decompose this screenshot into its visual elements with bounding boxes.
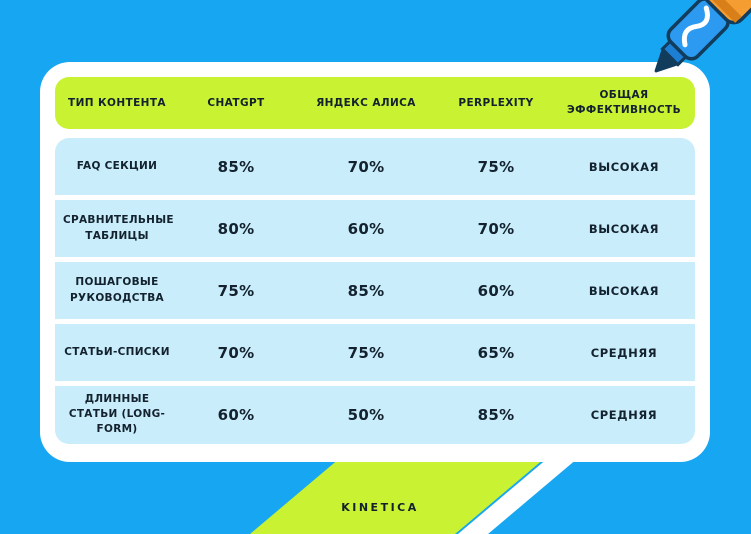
value-perplexity: 85% xyxy=(477,405,515,424)
value-chatgpt: 85% xyxy=(217,157,255,176)
value-yandex-alice: 60% xyxy=(347,219,385,238)
value-yandex-alice: 50% xyxy=(347,405,385,424)
row-label: СТАТЬИ-СПИСКИ xyxy=(64,345,170,358)
value-yandex-alice: 70% xyxy=(347,157,385,176)
value-effectiveness: СРЕДНЯЯ xyxy=(590,407,658,422)
row-label: ПОШАГОВЫЕ РУКОВОДСТВА xyxy=(70,276,164,304)
table-row: СРАВНИТЕЛЬНЫЕ ТАБЛИЦЫ 80% 60% 70% ВЫСОКА… xyxy=(55,195,695,257)
value-chatgpt: 75% xyxy=(217,281,255,300)
column-header-perplexity: PERPLEXITY xyxy=(458,96,534,109)
value-effectiveness: ВЫСОКАЯ xyxy=(588,283,660,298)
value-perplexity: 75% xyxy=(477,157,515,176)
brand-logo: KINETICA xyxy=(341,501,419,514)
value-chatgpt: 70% xyxy=(217,343,255,362)
value-yandex-alice: 75% xyxy=(347,343,385,362)
value-yandex-alice: 85% xyxy=(347,281,385,300)
row-label: FAQ СЕКЦИИ xyxy=(76,159,158,172)
value-effectiveness: ВЫСОКАЯ xyxy=(588,221,660,236)
table-row: ДЛИННЫЕ СТАТЬИ (LONG-FORM) 60% 50% 85% С… xyxy=(55,381,695,444)
value-chatgpt: 80% xyxy=(217,219,255,238)
column-header-yandex-alice: ЯНДЕКС АЛИСА xyxy=(316,96,416,109)
marker-pen-icon xyxy=(654,0,751,73)
column-header-effectiveness: ОБЩАЯ ЭФФЕКТИВНОСТЬ xyxy=(566,89,682,116)
row-label: СРАВНИТЕЛЬНЫЕ ТАБЛИЦЫ xyxy=(63,214,174,242)
white-stripe xyxy=(458,458,578,534)
table-row: СТАТЬИ-СПИСКИ 70% 75% 65% СРЕДНЯЯ xyxy=(55,319,695,381)
green-stripe xyxy=(250,458,545,534)
value-perplexity: 60% xyxy=(477,281,515,300)
value-perplexity: 70% xyxy=(477,219,515,238)
table-header: ТИП КОНТЕНТА CHATGPT ЯНДЕКС АЛИСА PERPLE… xyxy=(55,77,695,129)
column-header-chatgpt: CHATGPT xyxy=(207,96,265,109)
column-header-content-type: ТИП КОНТЕНТА xyxy=(68,96,166,109)
comparison-table-card: ТИП КОНТЕНТА CHATGPT ЯНДЕКС АЛИСА PERPLE… xyxy=(40,62,710,462)
table-row: FAQ СЕКЦИИ 85% 70% 75% ВЫСОКАЯ xyxy=(55,138,695,195)
value-effectiveness: СРЕДНЯЯ xyxy=(590,345,658,360)
table-body: FAQ СЕКЦИИ 85% 70% 75% ВЫСОКАЯ СРАВНИТЕЛ… xyxy=(55,138,695,444)
value-chatgpt: 60% xyxy=(217,405,255,424)
value-effectiveness: ВЫСОКАЯ xyxy=(588,159,660,174)
value-perplexity: 65% xyxy=(477,343,515,362)
table-row: ПОШАГОВЫЕ РУКОВОДСТВА 75% 85% 60% ВЫСОКА… xyxy=(55,257,695,319)
row-label: ДЛИННЫЕ СТАТЬИ (LONG-FORM) xyxy=(68,393,166,436)
